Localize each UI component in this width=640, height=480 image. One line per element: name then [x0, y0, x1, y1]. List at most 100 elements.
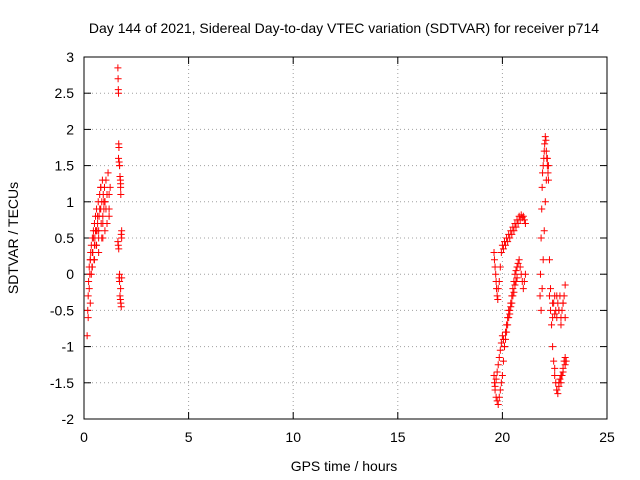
y-tick-label: 2.5: [55, 85, 75, 101]
data-point: [497, 339, 505, 347]
data-point: [539, 256, 547, 264]
y-tick-label: 3: [66, 49, 74, 65]
data-point: [97, 183, 105, 191]
data-point: [115, 154, 123, 162]
data-point: [555, 306, 563, 314]
data-point: [560, 292, 568, 300]
data-point: [492, 270, 500, 278]
data-point: [538, 285, 546, 293]
data-point: [106, 183, 114, 191]
data-point: [495, 393, 503, 401]
data-point: [542, 136, 550, 144]
y-tick-label: 0: [66, 266, 74, 282]
data-point: [504, 314, 512, 322]
data-point: [498, 372, 506, 380]
data-point: [494, 285, 502, 293]
data-point: [507, 303, 515, 311]
data-point: [509, 285, 517, 293]
data-point: [83, 332, 91, 340]
y-tick-label: 1: [66, 194, 74, 210]
data-point: [555, 379, 563, 387]
data-point: [544, 169, 552, 177]
data-point: [521, 270, 529, 278]
data-point: [114, 64, 122, 72]
data-point: [515, 256, 523, 264]
data-point: [540, 227, 548, 235]
data-point: [499, 245, 507, 253]
data-point: [101, 198, 109, 206]
data-point: [506, 310, 514, 318]
data-point: [494, 296, 502, 304]
data-point: [502, 241, 510, 249]
y-axis-label: SDTVAR / TECUs: [5, 182, 21, 294]
data-point: [536, 292, 544, 300]
data-point: [542, 176, 550, 184]
data-point: [549, 299, 557, 307]
data-point: [117, 191, 125, 199]
data-point: [519, 285, 527, 293]
data-point: [561, 353, 569, 361]
data-point: [505, 306, 513, 314]
data-point: [551, 372, 559, 380]
data-point: [512, 223, 520, 231]
data-point: [500, 343, 508, 351]
data-point: [554, 390, 562, 398]
data-point: [512, 277, 520, 285]
data-point: [115, 245, 123, 253]
data-point: [84, 306, 92, 314]
data-point: [85, 285, 93, 293]
data-point: [490, 372, 498, 380]
data-point: [543, 154, 551, 162]
data-point: [117, 285, 125, 293]
data-point: [493, 368, 501, 376]
data-point: [562, 357, 570, 365]
data-point: [101, 227, 109, 235]
y-tick-label: -1.5: [50, 375, 74, 391]
data-point: [502, 328, 510, 336]
data-point: [495, 277, 503, 285]
data-point: [551, 364, 559, 372]
data-point: [541, 198, 549, 206]
data-point: [538, 183, 546, 191]
data-point: [492, 375, 500, 383]
data-point: [559, 368, 567, 376]
x-tick-label: 25: [599, 429, 615, 445]
data-point: [504, 238, 512, 246]
data-point: [493, 397, 501, 405]
data-point: [537, 306, 545, 314]
data-point: [561, 281, 569, 289]
data-point: [550, 357, 558, 365]
data-point: [105, 191, 113, 199]
data-point: [548, 321, 556, 329]
data-point: [561, 361, 569, 369]
data-points: [83, 64, 570, 409]
data-point: [520, 216, 528, 224]
data-point: [499, 357, 507, 365]
data-point: [88, 263, 96, 271]
data-point: [538, 205, 546, 213]
data-point: [93, 227, 101, 235]
data-point: [99, 234, 107, 242]
data-point: [86, 299, 94, 307]
data-point: [117, 303, 125, 311]
data-point: [512, 267, 520, 275]
y-tick-label: -2: [62, 411, 75, 427]
data-point: [509, 292, 517, 300]
data-point: [519, 212, 527, 220]
data-point: [95, 248, 103, 256]
data-point: [542, 147, 550, 155]
data-point: [114, 75, 122, 83]
y-tick-label: 2: [66, 121, 74, 137]
data-point: [559, 299, 567, 307]
data-point: [541, 140, 549, 148]
data-point: [557, 321, 565, 329]
data-point: [541, 133, 549, 141]
data-point: [536, 270, 544, 278]
y-tick-label: -0.5: [50, 302, 74, 318]
data-point: [84, 292, 92, 300]
data-point: [116, 162, 124, 170]
data-point: [510, 227, 518, 235]
data-point: [544, 162, 552, 170]
data-point: [513, 274, 521, 282]
